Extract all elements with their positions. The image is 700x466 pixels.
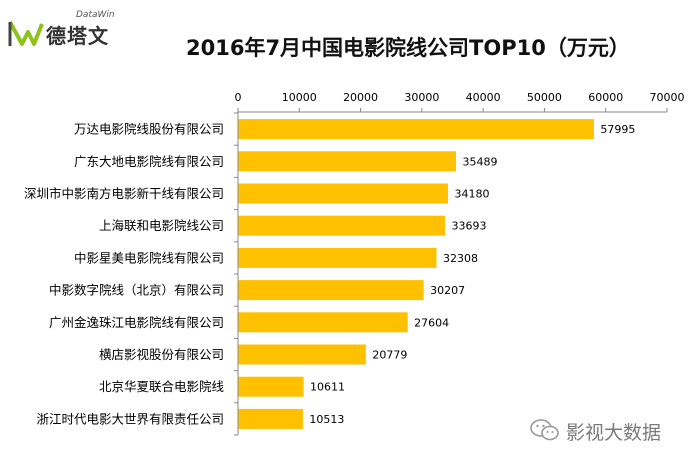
- x-tick-label: 70000: [650, 91, 685, 104]
- data-label: 57995: [600, 123, 635, 136]
- category-label: 万达电影院线股份有限公司: [74, 122, 224, 137]
- bar: [238, 183, 448, 204]
- x-tick-label: 60000: [588, 91, 623, 104]
- watermark-text: 影视大数据: [566, 422, 662, 444]
- data-label: 20779: [372, 349, 407, 362]
- bar: [238, 215, 445, 236]
- bar: [238, 280, 424, 301]
- category-label: 横店影视股份有限公司: [99, 347, 224, 362]
- logo-brand-cn: 德塔文: [46, 24, 109, 48]
- bar: [238, 408, 303, 429]
- category-label: 中影星美电影院线有限公司: [74, 250, 224, 265]
- datawin-logo-icon: [8, 21, 44, 46]
- data-label: 30207: [430, 284, 465, 297]
- x-tick-label: 30000: [404, 91, 439, 104]
- data-label: 10611: [310, 381, 345, 394]
- data-label: 27604: [414, 316, 449, 329]
- bar: [238, 344, 366, 365]
- x-tick-label: 20000: [343, 91, 378, 104]
- x-tick-label: 50000: [527, 91, 562, 104]
- bar: [238, 151, 456, 172]
- category-label: 深圳市中影南方电影新干线有限公司: [24, 186, 224, 201]
- x-tick-label: 10000: [282, 91, 317, 104]
- data-label: 34180: [454, 188, 489, 201]
- bar: [238, 119, 594, 140]
- data-label: 10513: [309, 413, 344, 426]
- x-tick-label: 0: [235, 91, 242, 104]
- category-label: 浙江时代电影大世界有限责任公司: [36, 411, 224, 426]
- bar: [238, 376, 304, 397]
- category-label: 上海联和电影院线公司: [99, 218, 224, 233]
- wechat-icon: [530, 419, 559, 441]
- bar: [238, 247, 437, 268]
- logo-brand-en: DataWin: [76, 10, 115, 20]
- category-label: 中影数字院线（北京）有限公司: [49, 283, 224, 298]
- category-label: 广州金逸珠江电影院线有限公司: [49, 315, 224, 330]
- bar: [238, 312, 408, 333]
- data-label: 32308: [443, 252, 478, 265]
- data-label: 33693: [451, 220, 486, 233]
- chart-title: 2016年7月中国电影院线公司TOP10（万元）: [186, 36, 630, 60]
- category-label: 广东大地电影院线有限公司: [74, 154, 224, 169]
- category-label: 北京华夏联合电影院线: [99, 379, 225, 394]
- data-label: 35489: [462, 155, 497, 168]
- datawin-logo: DataWin 德塔文: [8, 10, 128, 54]
- x-tick-label: 40000: [466, 91, 501, 104]
